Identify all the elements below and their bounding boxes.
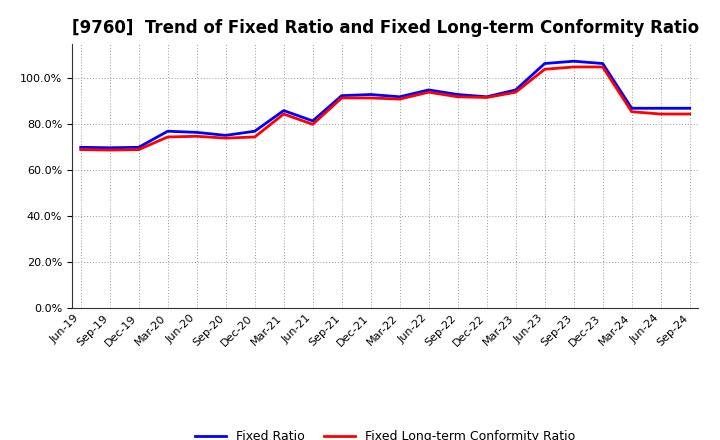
Fixed Long-term Conformity Ratio [395, 96, 404, 102]
Fixed Long-term Conformity Ratio [454, 94, 462, 99]
Fixed Ratio [541, 61, 549, 66]
Fixed Ratio [657, 106, 665, 111]
Title: [9760]  Trend of Fixed Ratio and Fixed Long-term Conformity Ratio: [9760] Trend of Fixed Ratio and Fixed Lo… [71, 19, 699, 37]
Fixed Ratio [598, 61, 607, 66]
Fixed Long-term Conformity Ratio [308, 122, 317, 127]
Line: Fixed Ratio: Fixed Ratio [81, 61, 690, 148]
Fixed Long-term Conformity Ratio [424, 90, 433, 95]
Fixed Long-term Conformity Ratio [541, 66, 549, 72]
Fixed Long-term Conformity Ratio [627, 109, 636, 114]
Fixed Ratio [685, 106, 694, 111]
Fixed Ratio [366, 92, 375, 97]
Fixed Ratio [454, 92, 462, 97]
Fixed Long-term Conformity Ratio [657, 111, 665, 117]
Fixed Ratio [279, 108, 288, 113]
Fixed Ratio [338, 93, 346, 98]
Fixed Ratio [251, 128, 259, 134]
Fixed Long-term Conformity Ratio [163, 134, 172, 139]
Fixed Long-term Conformity Ratio [192, 134, 201, 139]
Fixed Long-term Conformity Ratio [135, 147, 143, 152]
Fixed Long-term Conformity Ratio [76, 147, 85, 152]
Fixed Long-term Conformity Ratio [105, 147, 114, 153]
Fixed Long-term Conformity Ratio [279, 111, 288, 117]
Fixed Long-term Conformity Ratio [366, 95, 375, 101]
Fixed Ratio [308, 118, 317, 124]
Fixed Long-term Conformity Ratio [482, 95, 491, 100]
Fixed Ratio [76, 145, 85, 150]
Fixed Ratio [482, 94, 491, 99]
Fixed Ratio [221, 133, 230, 138]
Fixed Ratio [135, 145, 143, 150]
Fixed Long-term Conformity Ratio [221, 136, 230, 141]
Fixed Ratio [627, 106, 636, 111]
Fixed Ratio [570, 59, 578, 64]
Fixed Long-term Conformity Ratio [570, 64, 578, 70]
Fixed Ratio [163, 128, 172, 134]
Fixed Long-term Conformity Ratio [338, 95, 346, 101]
Line: Fixed Long-term Conformity Ratio: Fixed Long-term Conformity Ratio [81, 67, 690, 150]
Fixed Long-term Conformity Ratio [251, 134, 259, 139]
Legend: Fixed Ratio, Fixed Long-term Conformity Ratio: Fixed Ratio, Fixed Long-term Conformity … [190, 425, 580, 440]
Fixed Ratio [424, 87, 433, 92]
Fixed Ratio [395, 94, 404, 99]
Fixed Ratio [511, 87, 520, 92]
Fixed Long-term Conformity Ratio [685, 111, 694, 117]
Fixed Ratio [192, 130, 201, 135]
Fixed Long-term Conformity Ratio [598, 64, 607, 70]
Fixed Long-term Conformity Ratio [511, 90, 520, 95]
Fixed Ratio [105, 145, 114, 150]
